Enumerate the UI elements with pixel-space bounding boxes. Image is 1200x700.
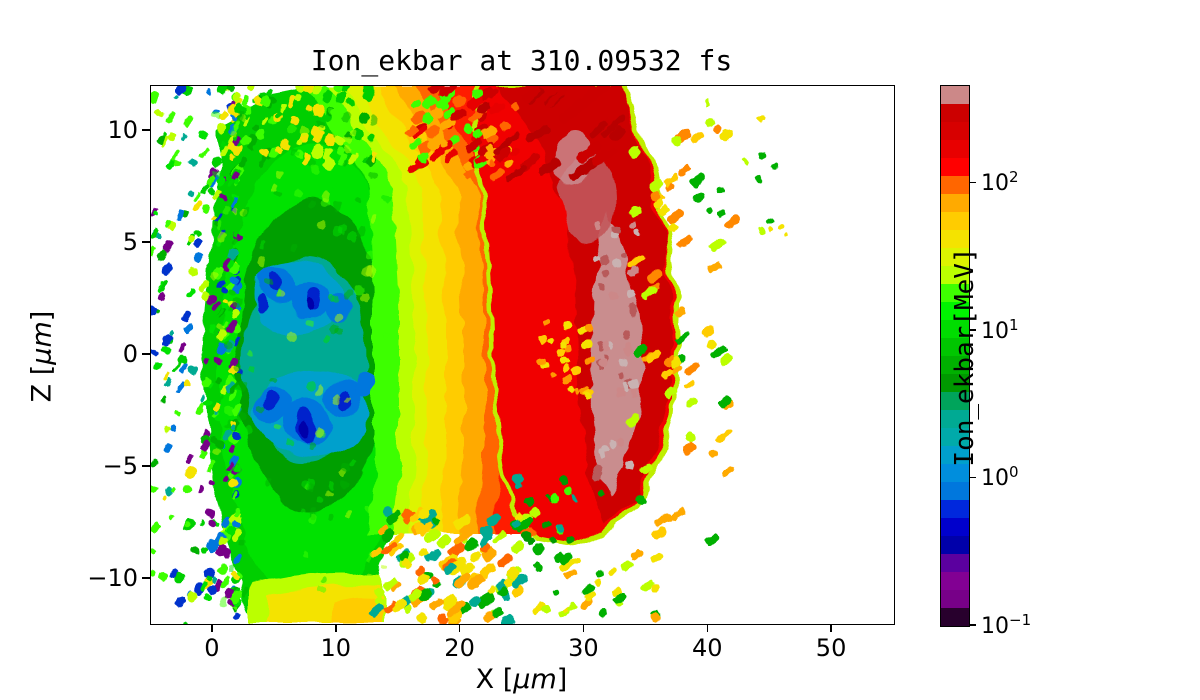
colorbar-band (941, 374, 969, 392)
colorbar-band (941, 122, 969, 140)
x-tick-mark (830, 624, 832, 632)
colorbar (940, 85, 970, 627)
colorbar-band (941, 302, 969, 320)
colorbar-band (941, 86, 969, 104)
colorbar-band (941, 140, 969, 158)
colorbar-band (941, 194, 969, 212)
colorbar-tick-label: 100 (981, 463, 1019, 492)
x-tick-label: 40 (691, 634, 723, 662)
y-tick-mark (142, 577, 150, 579)
y-axis-label: Z [μm] (26, 310, 58, 403)
y-tick-label: −5 (102, 452, 138, 481)
plot-area (150, 85, 895, 625)
colorbar-band (941, 284, 969, 302)
x-tick-mark (335, 624, 337, 632)
y-tick-label: 0 (122, 340, 138, 368)
heatmap-blobs (201, 86, 679, 624)
colorbar-band (941, 212, 969, 230)
colorbar-band (941, 590, 969, 608)
colorbar-band (941, 392, 969, 410)
x-tick-mark (706, 624, 708, 632)
colorbar-band (941, 158, 969, 176)
speckle-layer (151, 86, 789, 624)
colorbar-band (941, 248, 969, 266)
x-tick-mark (582, 624, 585, 632)
colorbar-tick-mark (969, 476, 976, 479)
colorbar-tick-mark (969, 181, 976, 184)
colorbar-band (941, 428, 969, 446)
plot-title: Ion_ekbar at 310.09532 fs (310, 44, 733, 77)
colorbar-band (941, 104, 969, 122)
colorbar-label: Ion_ekbar[MeV] (950, 247, 980, 467)
y-tick-label: −10 (87, 564, 138, 593)
x-tick-mark (458, 624, 461, 632)
colorbar-band (941, 230, 969, 248)
colorbar-tick-label: 102 (981, 168, 1019, 197)
colorbar-tick-mark (969, 624, 976, 626)
colorbar-band (941, 572, 969, 590)
y-tick-label: 5 (122, 227, 138, 256)
y-tick-mark (142, 129, 150, 131)
y-tick-mark (142, 241, 150, 243)
x-tick-label: 20 (444, 634, 475, 662)
colorbar-band (941, 500, 969, 518)
x-axis-label: X [μm] (475, 664, 568, 695)
x-tick-mark (211, 624, 213, 632)
x-tick-label: 0 (204, 634, 220, 662)
colorbar-band (941, 176, 969, 194)
x-tick-label: 50 (815, 634, 847, 662)
colorbar-band (941, 356, 969, 374)
colorbar-band (941, 554, 969, 572)
y-tick-mark (142, 465, 150, 467)
y-tick-label: 10 (107, 115, 138, 144)
colorbar-band (941, 518, 969, 536)
colorbar-band (941, 446, 969, 464)
colorbar-tick-label: 101 (981, 315, 1019, 345)
colorbar-tick-label: 10−1 (981, 610, 1032, 640)
colorbar-band (941, 338, 969, 356)
colorbar-band (941, 608, 969, 626)
colorbar-band (941, 482, 969, 500)
colorbar-band (941, 464, 969, 482)
y-tick-mark (142, 353, 150, 355)
colorbar-band (941, 410, 969, 428)
x-tick-label: 10 (320, 634, 352, 662)
colorbar-band (941, 266, 969, 284)
colorbar-band (941, 320, 969, 338)
colorbar-band (941, 536, 969, 554)
colorbar-tick-mark (969, 329, 976, 331)
heatmap-canvas (151, 86, 789, 624)
x-tick-label: 30 (568, 634, 599, 662)
